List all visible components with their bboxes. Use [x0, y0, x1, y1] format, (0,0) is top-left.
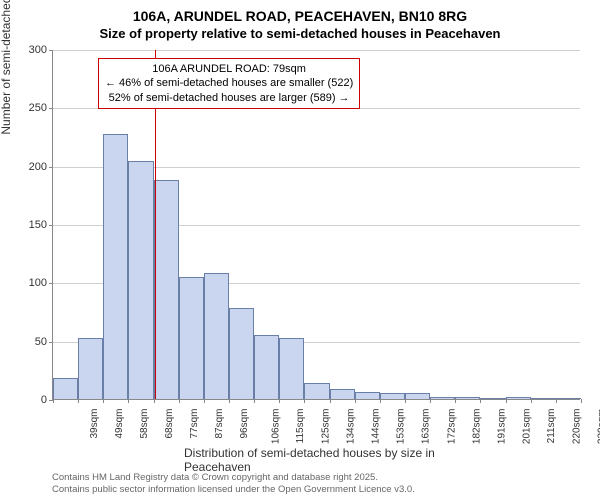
- histogram-bar: [204, 273, 229, 399]
- histogram-bar: [455, 397, 480, 399]
- xtick-label: 87sqm: [210, 409, 225, 439]
- chart-subtitle: Size of property relative to semi-detach…: [0, 24, 600, 47]
- histogram-bar: [380, 393, 405, 399]
- xtick-label: 58sqm: [135, 409, 150, 439]
- ytick-label: 0: [41, 394, 53, 406]
- annotation-line-1: 106A ARUNDEL ROAD: 79sqm: [105, 62, 353, 76]
- ytick-label: 50: [35, 336, 53, 348]
- annotation-box: 106A ARUNDEL ROAD: 79sqm← 46% of semi-de…: [98, 58, 360, 109]
- histogram-bar: [480, 398, 505, 399]
- xtick-label: 115sqm: [291, 409, 306, 444]
- histogram-bar: [128, 161, 153, 399]
- histogram-bar: [430, 397, 455, 399]
- ytick-label: 200: [29, 161, 53, 173]
- y-axis-label: Number of semi-detached properties: [0, 0, 13, 135]
- xtick-mark: [304, 399, 305, 403]
- xtick-label: 49sqm: [110, 409, 125, 439]
- xtick-label: 182sqm: [467, 409, 482, 445]
- histogram-bar: [355, 392, 380, 399]
- histogram-bar: [405, 393, 430, 399]
- xtick-label: 68sqm: [160, 409, 175, 439]
- footer-line-1: Contains HM Land Registry data © Crown c…: [52, 472, 415, 484]
- xtick-mark: [455, 399, 456, 403]
- xtick-mark: [179, 399, 180, 403]
- histogram-bar: [279, 338, 304, 399]
- histogram-bar: [531, 398, 556, 399]
- xtick-mark: [405, 399, 406, 403]
- xtick-mark: [78, 399, 79, 403]
- ytick-label: 150: [29, 219, 53, 231]
- histogram-bar: [330, 389, 355, 400]
- x-axis-label: Distribution of semi-detached houses by …: [184, 446, 448, 474]
- xtick-label: 144sqm: [367, 409, 382, 445]
- xtick-label: 201sqm: [518, 409, 533, 445]
- annotation-line-3: 52% of semi-detached houses are larger (…: [105, 91, 353, 105]
- xtick-label: 211sqm: [542, 409, 557, 444]
- xtick-mark: [128, 399, 129, 403]
- histogram-bar: [53, 378, 78, 399]
- footer-line-2: Contains public sector information licen…: [52, 484, 415, 496]
- xtick-label: 106sqm: [266, 409, 281, 445]
- gridline: [53, 50, 580, 51]
- xtick-mark: [355, 399, 356, 403]
- chart-title: 106A, ARUNDEL ROAD, PEACEHAVEN, BN10 8RG: [0, 0, 600, 24]
- xtick-mark: [531, 399, 532, 403]
- xtick-label: 163sqm: [417, 409, 432, 445]
- xtick-label: 77sqm: [185, 409, 200, 439]
- annotation-line-2: ← 46% of semi-detached houses are smalle…: [105, 76, 353, 90]
- histogram-bar: [229, 308, 254, 399]
- xtick-mark: [204, 399, 205, 403]
- xtick-mark: [154, 399, 155, 403]
- xtick-label: 172sqm: [442, 409, 457, 445]
- xtick-mark: [556, 399, 557, 403]
- xtick-mark: [480, 399, 481, 403]
- xtick-mark: [581, 399, 582, 403]
- xtick-label: 229sqm: [593, 409, 600, 445]
- xtick-label: 153sqm: [392, 409, 407, 445]
- histogram-bar: [154, 180, 179, 399]
- xtick-mark: [380, 399, 381, 403]
- xtick-label: 125sqm: [316, 409, 331, 445]
- ytick-label: 250: [29, 102, 53, 114]
- xtick-mark: [53, 399, 54, 403]
- footer-attribution: Contains HM Land Registry data © Crown c…: [52, 472, 415, 496]
- xtick-mark: [103, 399, 104, 403]
- xtick-label: 191sqm: [492, 409, 507, 445]
- histogram-bar: [304, 383, 329, 399]
- xtick-label: 96sqm: [235, 409, 250, 439]
- histogram-bar: [254, 335, 279, 399]
- histogram-bar: [556, 398, 581, 399]
- xtick-label: 134sqm: [342, 409, 357, 445]
- chart-area: 05010015020025030039sqm49sqm58sqm68sqm77…: [52, 50, 580, 400]
- histogram-bar: [78, 338, 103, 399]
- xtick-label: 39sqm: [85, 409, 100, 439]
- ytick-label: 300: [29, 44, 53, 56]
- xtick-mark: [330, 399, 331, 403]
- xtick-mark: [229, 399, 230, 403]
- xtick-label: 220sqm: [568, 409, 583, 445]
- histogram-bar: [103, 134, 128, 399]
- xtick-mark: [254, 399, 255, 403]
- xtick-mark: [430, 399, 431, 403]
- xtick-mark: [506, 399, 507, 403]
- xtick-mark: [279, 399, 280, 403]
- histogram-bar: [179, 277, 204, 400]
- plot-area: 05010015020025030039sqm49sqm58sqm68sqm77…: [52, 50, 580, 400]
- histogram-bar: [506, 397, 531, 399]
- ytick-label: 100: [29, 277, 53, 289]
